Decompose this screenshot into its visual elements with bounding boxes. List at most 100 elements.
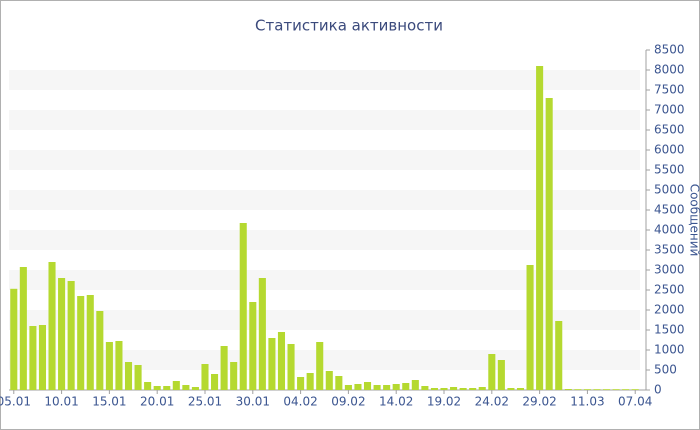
x-tick-label: 07.04 bbox=[618, 395, 652, 409]
bar bbox=[363, 382, 372, 390]
bar bbox=[96, 311, 104, 390]
bar bbox=[421, 386, 429, 390]
bar bbox=[469, 388, 477, 390]
bar bbox=[622, 389, 630, 390]
bar bbox=[153, 386, 161, 390]
bar bbox=[545, 98, 553, 390]
bar bbox=[516, 388, 525, 390]
bar bbox=[555, 321, 563, 390]
bar bbox=[316, 342, 324, 390]
y-tick-label: 2500 bbox=[654, 283, 685, 297]
bar bbox=[306, 373, 314, 390]
y-tick-label: 4500 bbox=[654, 203, 685, 217]
bar bbox=[58, 278, 66, 390]
bar bbox=[115, 341, 123, 390]
y-tick-label: 8500 bbox=[654, 43, 685, 57]
x-tick-label: 14.02 bbox=[379, 395, 413, 409]
bar bbox=[163, 386, 171, 390]
bar bbox=[430, 388, 438, 390]
bar bbox=[478, 387, 486, 390]
bar bbox=[297, 377, 305, 390]
bar bbox=[497, 360, 505, 390]
bar bbox=[268, 338, 276, 390]
bar bbox=[344, 385, 352, 390]
y-tick-label: 8000 bbox=[654, 63, 685, 77]
bar bbox=[287, 344, 295, 390]
y-tick-label: 7000 bbox=[654, 103, 685, 117]
x-tick-label: 29.02 bbox=[522, 395, 556, 409]
bar bbox=[249, 302, 257, 390]
y-tick-label: 5500 bbox=[654, 163, 685, 177]
bar bbox=[220, 346, 228, 390]
bar bbox=[373, 385, 381, 390]
bar bbox=[440, 388, 448, 390]
x-tick-label: 30.01 bbox=[236, 395, 270, 409]
y-axis-label: Сообщений bbox=[688, 184, 700, 257]
bar bbox=[583, 389, 591, 390]
bar bbox=[631, 389, 639, 390]
grid-band bbox=[9, 270, 640, 290]
x-tick-label: 04.02 bbox=[283, 395, 317, 409]
bar bbox=[48, 262, 56, 390]
bar bbox=[29, 326, 37, 390]
bar bbox=[603, 389, 611, 390]
x-tick-label: 20.01 bbox=[140, 395, 174, 409]
bar bbox=[488, 354, 496, 390]
y-tick-label: 2000 bbox=[654, 303, 685, 317]
bar bbox=[239, 223, 247, 390]
bar bbox=[392, 384, 400, 390]
bar bbox=[201, 364, 209, 390]
bar bbox=[593, 389, 601, 390]
bar bbox=[230, 362, 238, 390]
y-tick-label: 6500 bbox=[654, 123, 685, 137]
x-tick-label: 15.01 bbox=[92, 395, 126, 409]
bar bbox=[124, 362, 133, 390]
grid-band bbox=[9, 310, 640, 330]
bar bbox=[10, 288, 18, 390]
bar bbox=[19, 267, 27, 390]
bar bbox=[459, 388, 467, 390]
bar bbox=[526, 265, 534, 390]
bar bbox=[258, 278, 266, 390]
bar bbox=[134, 365, 142, 390]
grid-band bbox=[9, 190, 640, 210]
bar bbox=[277, 332, 286, 390]
y-tick-label: 6000 bbox=[654, 143, 685, 157]
bar bbox=[564, 389, 572, 390]
bar bbox=[612, 389, 620, 390]
y-tick-label: 5000 bbox=[654, 183, 685, 197]
chart-title: Статистика активности bbox=[255, 17, 443, 35]
bar bbox=[411, 380, 419, 390]
y-tick-label: 7500 bbox=[654, 83, 685, 97]
bar bbox=[182, 385, 190, 390]
bar bbox=[335, 376, 343, 390]
x-tick-label: 25.01 bbox=[188, 395, 222, 409]
bar bbox=[191, 387, 199, 390]
x-tick-label: 09.02 bbox=[331, 395, 365, 409]
bar bbox=[144, 382, 152, 390]
y-tick-label: 4000 bbox=[654, 223, 685, 237]
bar bbox=[325, 371, 333, 390]
x-tick-label: 24.02 bbox=[475, 395, 509, 409]
bar bbox=[77, 296, 85, 390]
bar bbox=[402, 383, 410, 390]
bar bbox=[38, 325, 46, 390]
x-tick-label: 11.03 bbox=[570, 395, 604, 409]
bar bbox=[450, 387, 458, 390]
y-tick-label: 500 bbox=[654, 363, 677, 377]
bar bbox=[211, 374, 219, 390]
grid-band bbox=[9, 150, 640, 170]
grid-band bbox=[9, 70, 640, 90]
y-tick-label: 0 bbox=[654, 383, 662, 397]
bar bbox=[67, 281, 75, 390]
bar bbox=[172, 381, 180, 390]
bar bbox=[507, 388, 515, 390]
x-tick-label: 10.01 bbox=[44, 395, 78, 409]
bar bbox=[574, 389, 582, 390]
grid-band bbox=[9, 110, 640, 130]
grid-band bbox=[9, 350, 640, 370]
bar bbox=[383, 385, 391, 390]
grid-band bbox=[9, 230, 640, 250]
y-tick-label: 1000 bbox=[654, 343, 685, 357]
